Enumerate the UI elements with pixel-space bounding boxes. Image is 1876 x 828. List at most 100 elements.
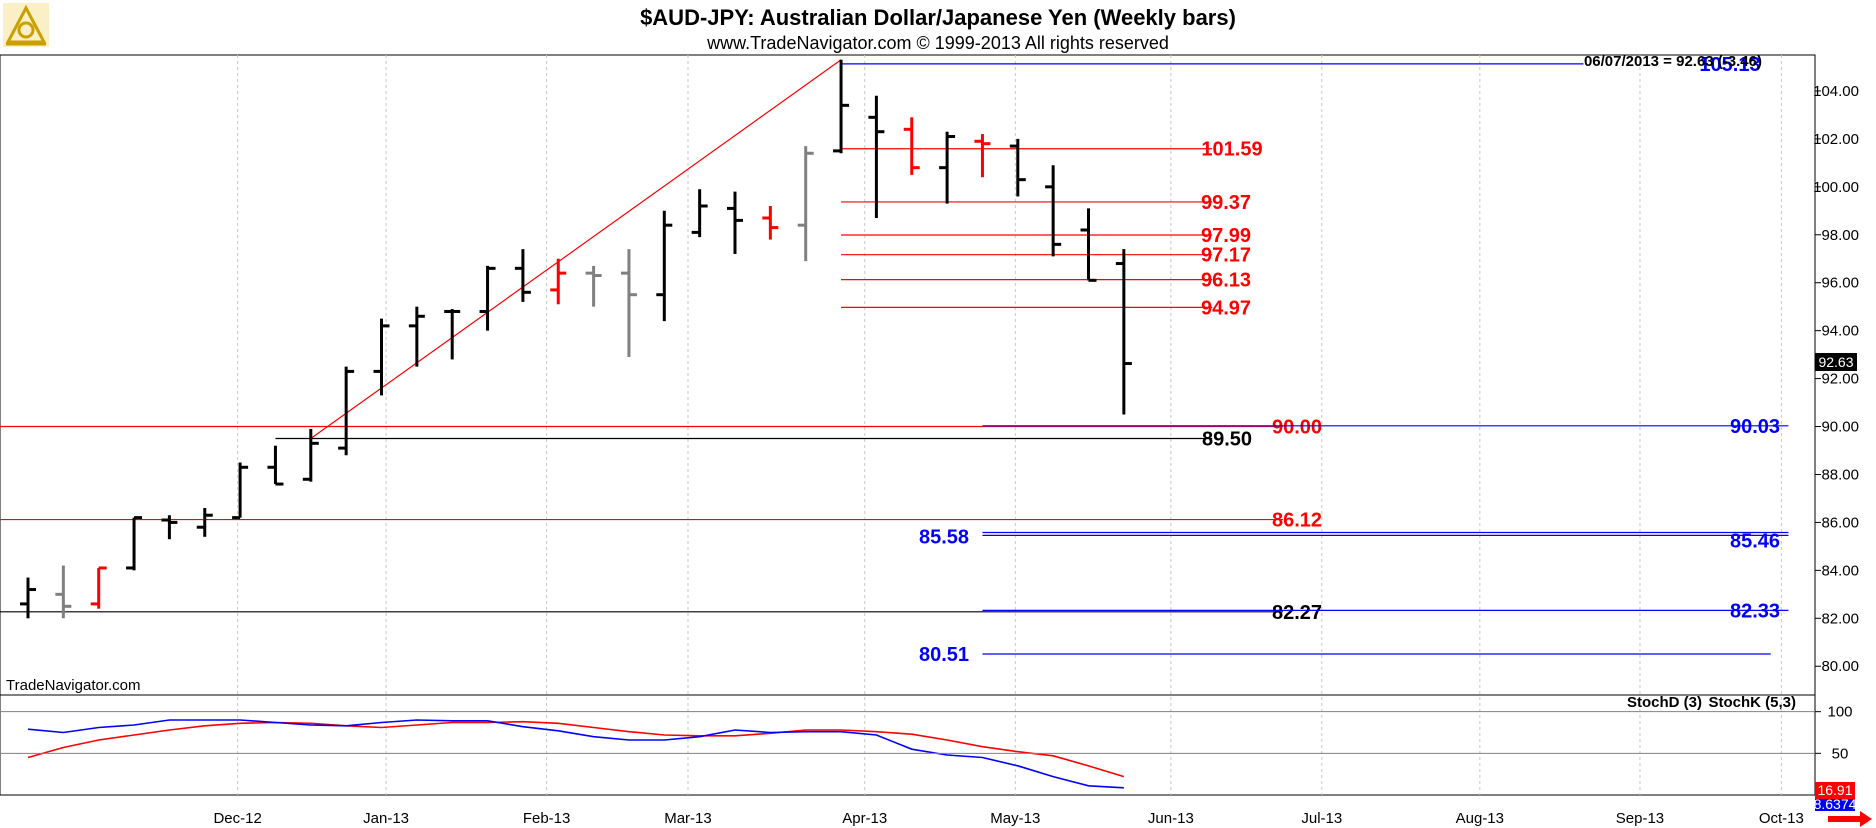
x-tick-label: Aug-13: [1456, 810, 1504, 827]
y-tick-label: 96.00: [1821, 275, 1859, 292]
stoch-series-line: [27, 719, 1124, 789]
y-tick-label: 92.00: [1821, 371, 1859, 388]
ohlc-bar: [868, 95, 885, 218]
y-tick-label: 104.00: [1813, 83, 1859, 100]
price-axis: 80.00 82.00 84.00 86.00 88.00 90.00 92.00 94.00…: [1813, 83, 1859, 675]
ohlc-bar: [762, 206, 779, 240]
stoch-k-tag-text: 8.6374: [1814, 796, 1857, 812]
level-96-13-label: 96.13: [1201, 270, 1251, 292]
x-tick-label: Mar-13: [664, 810, 712, 827]
stochastic-lines: [27, 719, 1125, 789]
price-panel-frame: [0, 54, 1816, 696]
ohlc-bar: [691, 189, 708, 238]
y-tick-label: 94.00: [1821, 323, 1859, 340]
date-axis: Dec-12 Jan-13 Feb-13 Mar-13 Apr-13 May-13 Jun-…: [213, 810, 1803, 827]
date-info: 06/07/2013 = 92.63 (-3.46): [1584, 53, 1762, 70]
stoch-tick-label: 100: [1827, 704, 1852, 721]
ohlc-bars: [20, 59, 1132, 619]
ohlc-bar: [939, 131, 956, 204]
ohlc-bar: [196, 508, 213, 537]
level-94-97-label: 94.97: [1201, 297, 1251, 319]
ohlc-bar: [408, 306, 425, 367]
ohlc-bar: [620, 249, 637, 358]
x-tick-label: Apr-13: [842, 810, 887, 827]
x-tick-label: Sep-13: [1616, 810, 1664, 827]
y-tick-label: 102.00: [1813, 131, 1859, 148]
last-price-tag-text: 92.63: [1818, 354, 1853, 370]
stoch-tick-label: 50: [1832, 745, 1849, 762]
x-tick-label: Jan-13: [363, 810, 409, 827]
ohlc-bar: [1009, 138, 1026, 197]
last-price-tag: [1815, 353, 1857, 371]
stoch-series-line: [27, 720, 1125, 778]
scroll-arrow-icon[interactable]: [1828, 811, 1872, 827]
y-tick-label: 100.00: [1813, 179, 1859, 196]
ohlc-bar: [1115, 249, 1132, 415]
ohlc-bar: [797, 146, 814, 262]
x-tick-label: Jul-13: [1301, 810, 1342, 827]
ohlc-bar: [727, 191, 743, 254]
ohlc-bar: [373, 318, 390, 396]
ohlc-bar: [833, 59, 850, 154]
watermark: TradeNavigator.com: [6, 677, 141, 694]
ohlc-bar: [302, 428, 319, 482]
y-tick-label: 86.00: [1821, 514, 1859, 531]
ohlc-bar: [656, 210, 673, 322]
y-tick-label: 90.00: [1821, 419, 1859, 436]
sextant-logo-icon: [3, 3, 49, 47]
ohlc-bar: [903, 117, 920, 175]
ohlc-bar: [514, 249, 531, 302]
stoch-d-tag-text: 16.91: [1817, 782, 1852, 798]
x-tick-label: Oct-13: [1759, 810, 1804, 827]
ohlc-bar: [444, 309, 461, 360]
ohlc-bar: [338, 366, 355, 456]
ohlc-bar: [974, 134, 991, 178]
level-99-37-label: 99.37: [1201, 192, 1251, 214]
level-97-99-label: 97.99: [1201, 225, 1251, 247]
stoch-axis: 50 100: [0, 704, 1853, 762]
level-105-13-label: 105.13: [1699, 54, 1760, 76]
stoch-k-tag: [1815, 799, 1855, 811]
ohlc-bar: [267, 445, 284, 486]
ohlc-bar: [1045, 165, 1062, 257]
level-101-59-label: 101.59: [1201, 139, 1262, 161]
trendline: [310, 59, 842, 440]
ohlc-bar: [161, 515, 178, 540]
ohlc-bar: [1080, 208, 1097, 282]
y-tick-label: 82.00: [1821, 610, 1859, 627]
ohlc-bar: [20, 577, 36, 619]
grid: [237, 55, 1782, 795]
ohlc-bar: [126, 516, 143, 571]
level-85-46-label: 85.46: [1730, 530, 1780, 552]
level-82-27-label: 82.27: [1272, 602, 1322, 624]
x-tick-label: Jun-13: [1148, 810, 1194, 827]
ohlc-bar: [55, 565, 72, 619]
ohlc-bar: [90, 566, 107, 609]
x-tick-label: Feb-13: [523, 810, 571, 827]
level-97-17-label: 97.17: [1201, 245, 1251, 267]
chart-subtitle: www.TradeNavigator.com © 1999-2013 All r…: [706, 33, 1169, 53]
level-85-58-label: 85.58: [919, 526, 969, 548]
ohlc-bar: [585, 265, 602, 307]
chart-title: $AUD-JPY: Australian Dollar/Japanese Yen…: [640, 5, 1236, 30]
ohlc-bar: [232, 462, 249, 520]
stoch-d-legend: StochD (3): [1627, 694, 1702, 711]
stoch-d-tag: [1815, 782, 1855, 799]
ohlc-bar: [550, 258, 567, 305]
y-tick-label: 84.00: [1821, 562, 1859, 579]
level-86-12-label: 86.12: [1272, 510, 1322, 532]
y-tick-label: 88.00: [1821, 466, 1859, 483]
level-90-03-label: 90.03: [1730, 416, 1780, 438]
y-tick-label: 80.00: [1821, 658, 1859, 675]
stoch-panel-frame: [0, 694, 1816, 796]
x-tick-label: May-13: [990, 810, 1040, 827]
y-tick-label: 98.00: [1821, 227, 1859, 244]
ohlc-bar: [479, 265, 496, 331]
stoch-k-legend: StochK (5,3): [1708, 694, 1796, 711]
level-90-00-label: 90.00: [1272, 417, 1322, 439]
level-89-50-label: 89.50: [1202, 429, 1252, 451]
level-82-33-label: 82.33: [1730, 600, 1780, 622]
level-80-51-label: 80.51: [919, 644, 969, 666]
